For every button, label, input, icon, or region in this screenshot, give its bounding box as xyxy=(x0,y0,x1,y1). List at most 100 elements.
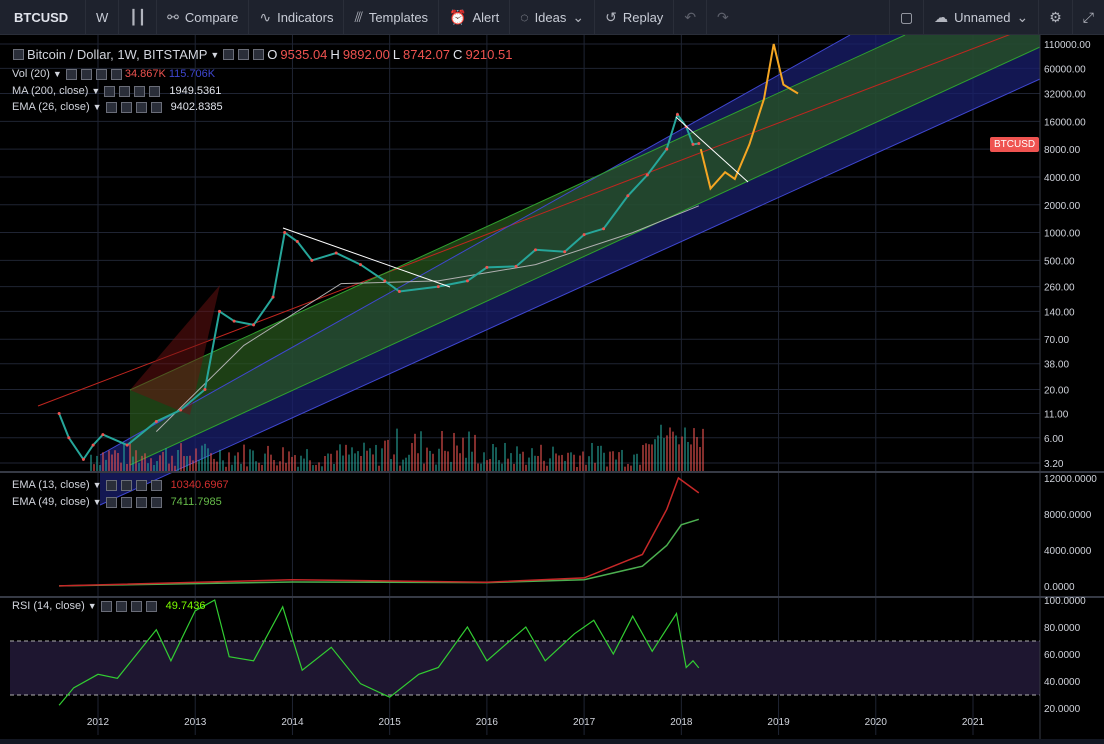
volume-bar xyxy=(252,450,254,471)
volume-bar xyxy=(366,450,368,471)
chart-type-button[interactable]: ┃┃ xyxy=(119,0,158,34)
volume-bar xyxy=(195,448,197,471)
volume-bar xyxy=(678,444,680,471)
plus-icon[interactable] xyxy=(135,101,147,113)
volume-bar xyxy=(417,453,419,471)
gear-icon[interactable] xyxy=(80,68,92,80)
volume-bar xyxy=(588,456,590,471)
plus-icon[interactable] xyxy=(135,496,147,508)
layout-name: Unnamed xyxy=(954,9,1011,25)
volume-bar xyxy=(450,461,452,471)
volume-bar xyxy=(144,453,146,471)
plus-icon[interactable] xyxy=(130,600,142,612)
plus-icon[interactable] xyxy=(134,85,146,97)
close-icon[interactable] xyxy=(150,496,162,508)
channel-inner-band xyxy=(130,35,1040,465)
vol-ma-value: 115.706K xyxy=(168,68,216,80)
volume-bar xyxy=(660,424,662,471)
eye-icon[interactable] xyxy=(105,101,117,113)
volume-bar xyxy=(393,454,395,471)
volume-bar xyxy=(690,444,692,471)
volume-bar xyxy=(150,458,152,471)
rsi-tick-label: 100.0000 xyxy=(1044,596,1086,607)
volume-bar xyxy=(276,465,278,471)
eye-icon[interactable] xyxy=(104,85,116,97)
price-tick-label: 32000.00 xyxy=(1044,90,1086,101)
chevron-down-icon[interactable]: ▼ xyxy=(92,497,102,507)
ma-name: MA (200, close) xyxy=(12,85,89,97)
chevron-down-icon[interactable]: ▼ xyxy=(92,480,102,490)
gear-icon[interactable] xyxy=(120,479,132,491)
plus-icon[interactable] xyxy=(135,479,147,491)
gear-icon: ⚙ xyxy=(1049,8,1062,25)
volume-bar xyxy=(297,466,299,471)
chevron-down-icon[interactable]: ▼ xyxy=(52,69,62,79)
chevron-down-icon[interactable]: ▼ xyxy=(87,601,97,611)
close-icon[interactable] xyxy=(110,68,122,80)
close-icon[interactable] xyxy=(149,85,161,97)
volume-bar xyxy=(189,455,191,471)
ideas-button[interactable]: ◌ Ideas ⌄ xyxy=(510,0,596,34)
price-axis[interactable]: 110000.00 60000.00 32000.00 16000.00 8000.00… xyxy=(1044,40,1097,715)
rsi-tick-label: 80.0000 xyxy=(1044,623,1081,634)
volume-bar xyxy=(369,448,371,471)
price-point xyxy=(675,112,679,116)
volume-bar xyxy=(423,463,425,471)
collapse-icon[interactable] xyxy=(13,49,24,60)
vol-legend: Vol (20) ▼ 34.867K 115.706K xyxy=(12,68,215,80)
volume-bar xyxy=(456,445,458,471)
settings-box-icon[interactable] xyxy=(238,49,250,60)
eye-icon[interactable] xyxy=(100,600,112,612)
volume-bar xyxy=(504,442,506,471)
volume-bar xyxy=(141,455,143,471)
fullscreen-toggle-button[interactable]: ▢ xyxy=(888,0,925,34)
chart-svg[interactable]: 110000.00 60000.00 32000.00 16000.00 8000.00… xyxy=(0,22,1104,739)
settings-button[interactable]: ⚙ xyxy=(1039,0,1073,34)
chart-area[interactable]: 110000.00 60000.00 32000.00 16000.00 8000.00… xyxy=(0,22,1104,739)
replay-label: Replay xyxy=(622,9,664,25)
volume-bar xyxy=(618,452,620,471)
redo-button[interactable]: ↷ xyxy=(707,0,739,34)
rsi-tick-label: 20.0000 xyxy=(1044,704,1081,715)
close-icon[interactable] xyxy=(150,479,162,491)
close-icon[interactable] xyxy=(150,101,162,113)
time-tick-label: 2018 xyxy=(670,717,693,728)
alert-button[interactable]: ⏰ Alert xyxy=(439,0,511,34)
volume-bar xyxy=(342,455,344,471)
eye-icon[interactable] xyxy=(105,479,117,491)
chevron-down-icon[interactable]: ▼ xyxy=(92,102,102,112)
replay-button[interactable]: ↺ Replay xyxy=(595,0,675,34)
volume-bar xyxy=(495,447,497,471)
indicators-button[interactable]: ∿ Indicators xyxy=(249,0,345,34)
symbol-search[interactable]: BTCUSD xyxy=(0,0,86,34)
interval-button[interactable]: W xyxy=(86,0,120,34)
gear-icon[interactable] xyxy=(115,600,127,612)
close-icon[interactable] xyxy=(145,600,157,612)
eye-icon[interactable] xyxy=(105,496,117,508)
settings-box-icon[interactable] xyxy=(223,49,235,60)
plus-icon[interactable] xyxy=(95,68,107,80)
volume-bar xyxy=(540,444,542,471)
price-point xyxy=(602,227,606,231)
gear-icon[interactable] xyxy=(120,496,132,508)
volume-bar xyxy=(597,445,599,471)
compare-button[interactable]: ⚯ Compare xyxy=(157,0,250,34)
layout-button[interactable]: ☁ Unnamed ⌄ xyxy=(924,0,1040,34)
volume-bar xyxy=(210,453,212,471)
settings-box-icon[interactable] xyxy=(253,49,265,60)
price-tick-label: 60000.00 xyxy=(1044,64,1086,75)
time-axis[interactable]: 2012 2013 2014 2015 2016 2017 2018 2019 2020 2021 xyxy=(87,717,985,728)
undo-button[interactable]: ↶ xyxy=(674,0,708,34)
templates-button[interactable]: ⫻ Templates xyxy=(344,0,440,34)
chevron-down-icon[interactable]: ▼ xyxy=(210,49,220,60)
time-tick-label: 2019 xyxy=(767,717,790,728)
volume-bar xyxy=(564,460,566,471)
indicators-label: Indicators xyxy=(277,9,334,25)
replay-icon: ↺ xyxy=(605,8,617,25)
volume-bar xyxy=(702,428,704,471)
gear-icon[interactable] xyxy=(119,85,131,97)
chevron-down-icon[interactable]: ▼ xyxy=(91,86,101,96)
expand-button[interactable]: ⤢ xyxy=(1073,0,1104,34)
gear-icon[interactable] xyxy=(120,101,132,113)
eye-icon[interactable] xyxy=(65,68,77,80)
